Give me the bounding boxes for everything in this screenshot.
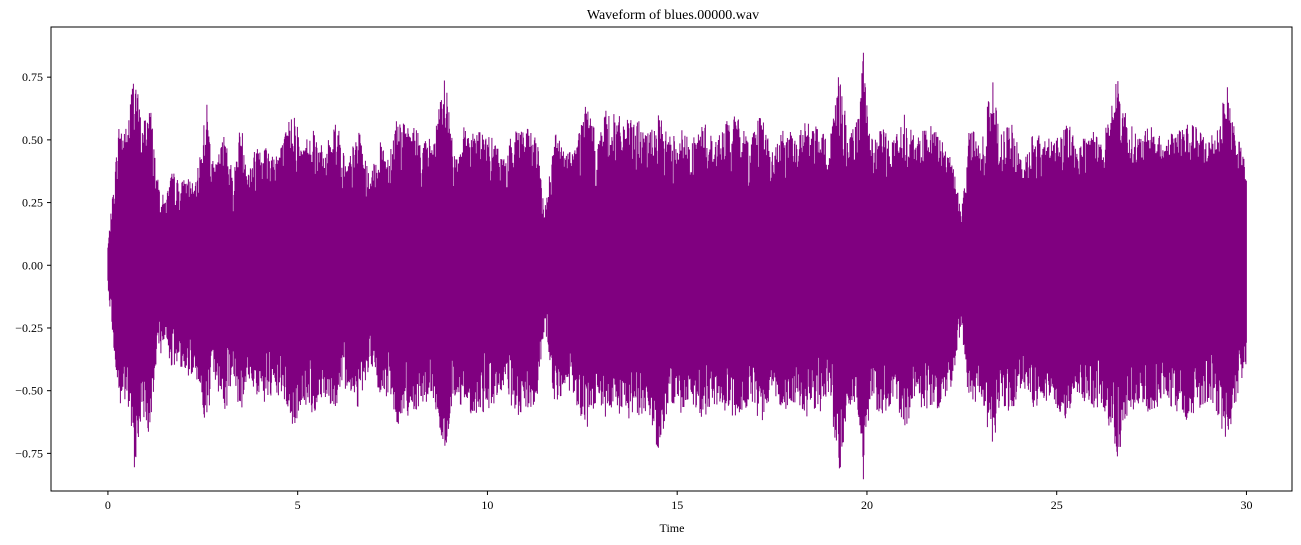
- x-tick-label: 10: [481, 498, 493, 512]
- x-tick-label: 20: [861, 498, 873, 512]
- y-tick-label: 0.50: [22, 133, 43, 147]
- y-tick-label: −0.50: [15, 384, 43, 398]
- x-tick-label: 0: [105, 498, 111, 512]
- x-tick-label: 30: [1240, 498, 1252, 512]
- y-tick-label: 0.75: [22, 70, 43, 84]
- axes: 0 5 10 15 20 25 30 −0.75 −0.50 −0.25 0.00 0.25 0.50 0…: [15, 26, 1293, 512]
- x-tick-label: 5: [295, 498, 301, 512]
- y-tick-label: 0.00: [22, 258, 43, 272]
- plot-frame: [50, 26, 1293, 492]
- chart-title: Waveform of blues.00000.wav: [587, 8, 759, 23]
- waveform-series: [107, 52, 1247, 480]
- x-axis-label: Time: [660, 521, 685, 535]
- x-tick-label: 15: [671, 498, 683, 512]
- y-tick-label: 0.25: [22, 196, 43, 210]
- y-tick-label: −0.25: [15, 321, 43, 335]
- plot-area: [107, 52, 1247, 480]
- y-tick-label: −0.75: [15, 446, 43, 460]
- x-tick-label: 25: [1051, 498, 1063, 512]
